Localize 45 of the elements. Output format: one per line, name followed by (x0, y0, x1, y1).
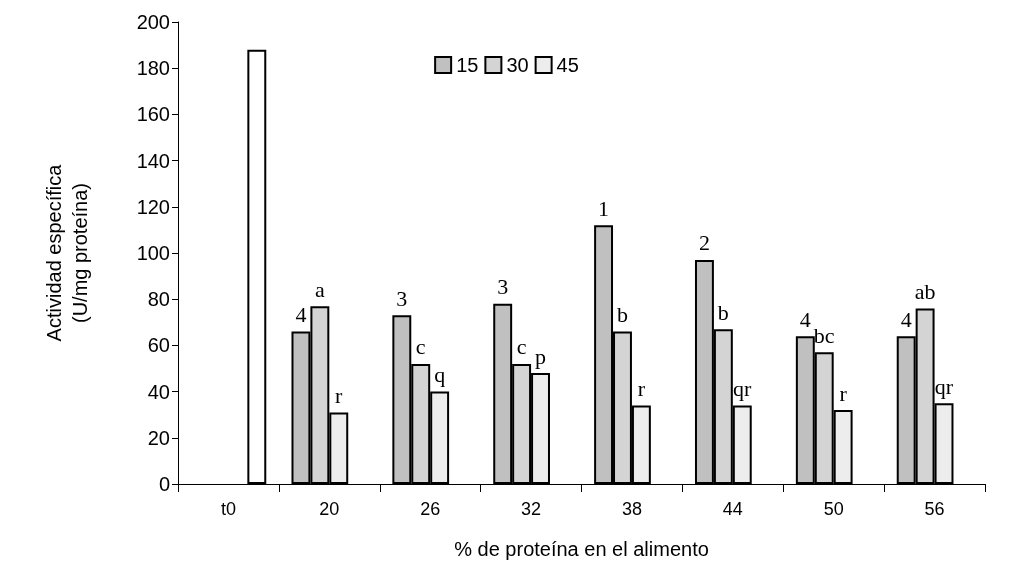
legend-label: 30 (506, 54, 529, 76)
x-tick-label: 38 (621, 499, 642, 519)
annotation: r (335, 382, 344, 408)
annotation: 4 (799, 306, 811, 332)
y-tick-label: 60 (147, 334, 170, 357)
annotation: qr (934, 373, 954, 399)
y-tick-label: 180 (136, 57, 170, 80)
annotation: a (314, 276, 325, 302)
annotation: b (717, 299, 729, 325)
annotation: 3 (396, 285, 408, 311)
annotation: b (616, 302, 628, 328)
x-axis-title: % de proteína en el alimento (454, 538, 709, 560)
y-tick-label: 20 (147, 426, 170, 449)
legend-label: 45 (556, 54, 579, 76)
y-tick-label: 0 (158, 473, 170, 495)
x-tick-label: 56 (924, 499, 945, 519)
annotation: q (434, 362, 446, 388)
x-tick-label: 44 (722, 499, 743, 519)
y-tick-label: 160 (136, 103, 170, 126)
y-tick-label: 80 (147, 288, 170, 311)
annotation: bc (813, 322, 835, 348)
annotation: r (839, 380, 848, 406)
annotation: p (535, 343, 547, 369)
y-tick-label: 100 (136, 242, 170, 264)
y-tick-label: 120 (136, 195, 170, 218)
y-tick-label: 140 (136, 149, 170, 172)
annotation: c (415, 334, 426, 360)
x-tick-label: 50 (823, 499, 844, 519)
y-axis-title: Actividad específica (U/mg proteína) (43, 163, 91, 342)
annotation: ab (914, 278, 936, 304)
x-tick-label: 26 (420, 499, 441, 519)
annotation: 3 (497, 274, 509, 300)
legend-label: 15 (456, 54, 479, 76)
y-tick-label: 40 (147, 380, 170, 403)
annotation: c (516, 334, 527, 360)
x-tick-label: t0 (220, 499, 236, 519)
annotation: r (637, 375, 646, 401)
y-tick-label: 200 (136, 11, 170, 33)
annotation: 4 (900, 306, 912, 332)
x-tick-label: 20 (319, 499, 340, 519)
annotation: 2 (698, 230, 710, 256)
annotation: qr (733, 375, 753, 401)
annotation: 1 (598, 195, 610, 221)
annotation: 4 (295, 302, 307, 328)
x-tick-label: 32 (521, 499, 542, 519)
